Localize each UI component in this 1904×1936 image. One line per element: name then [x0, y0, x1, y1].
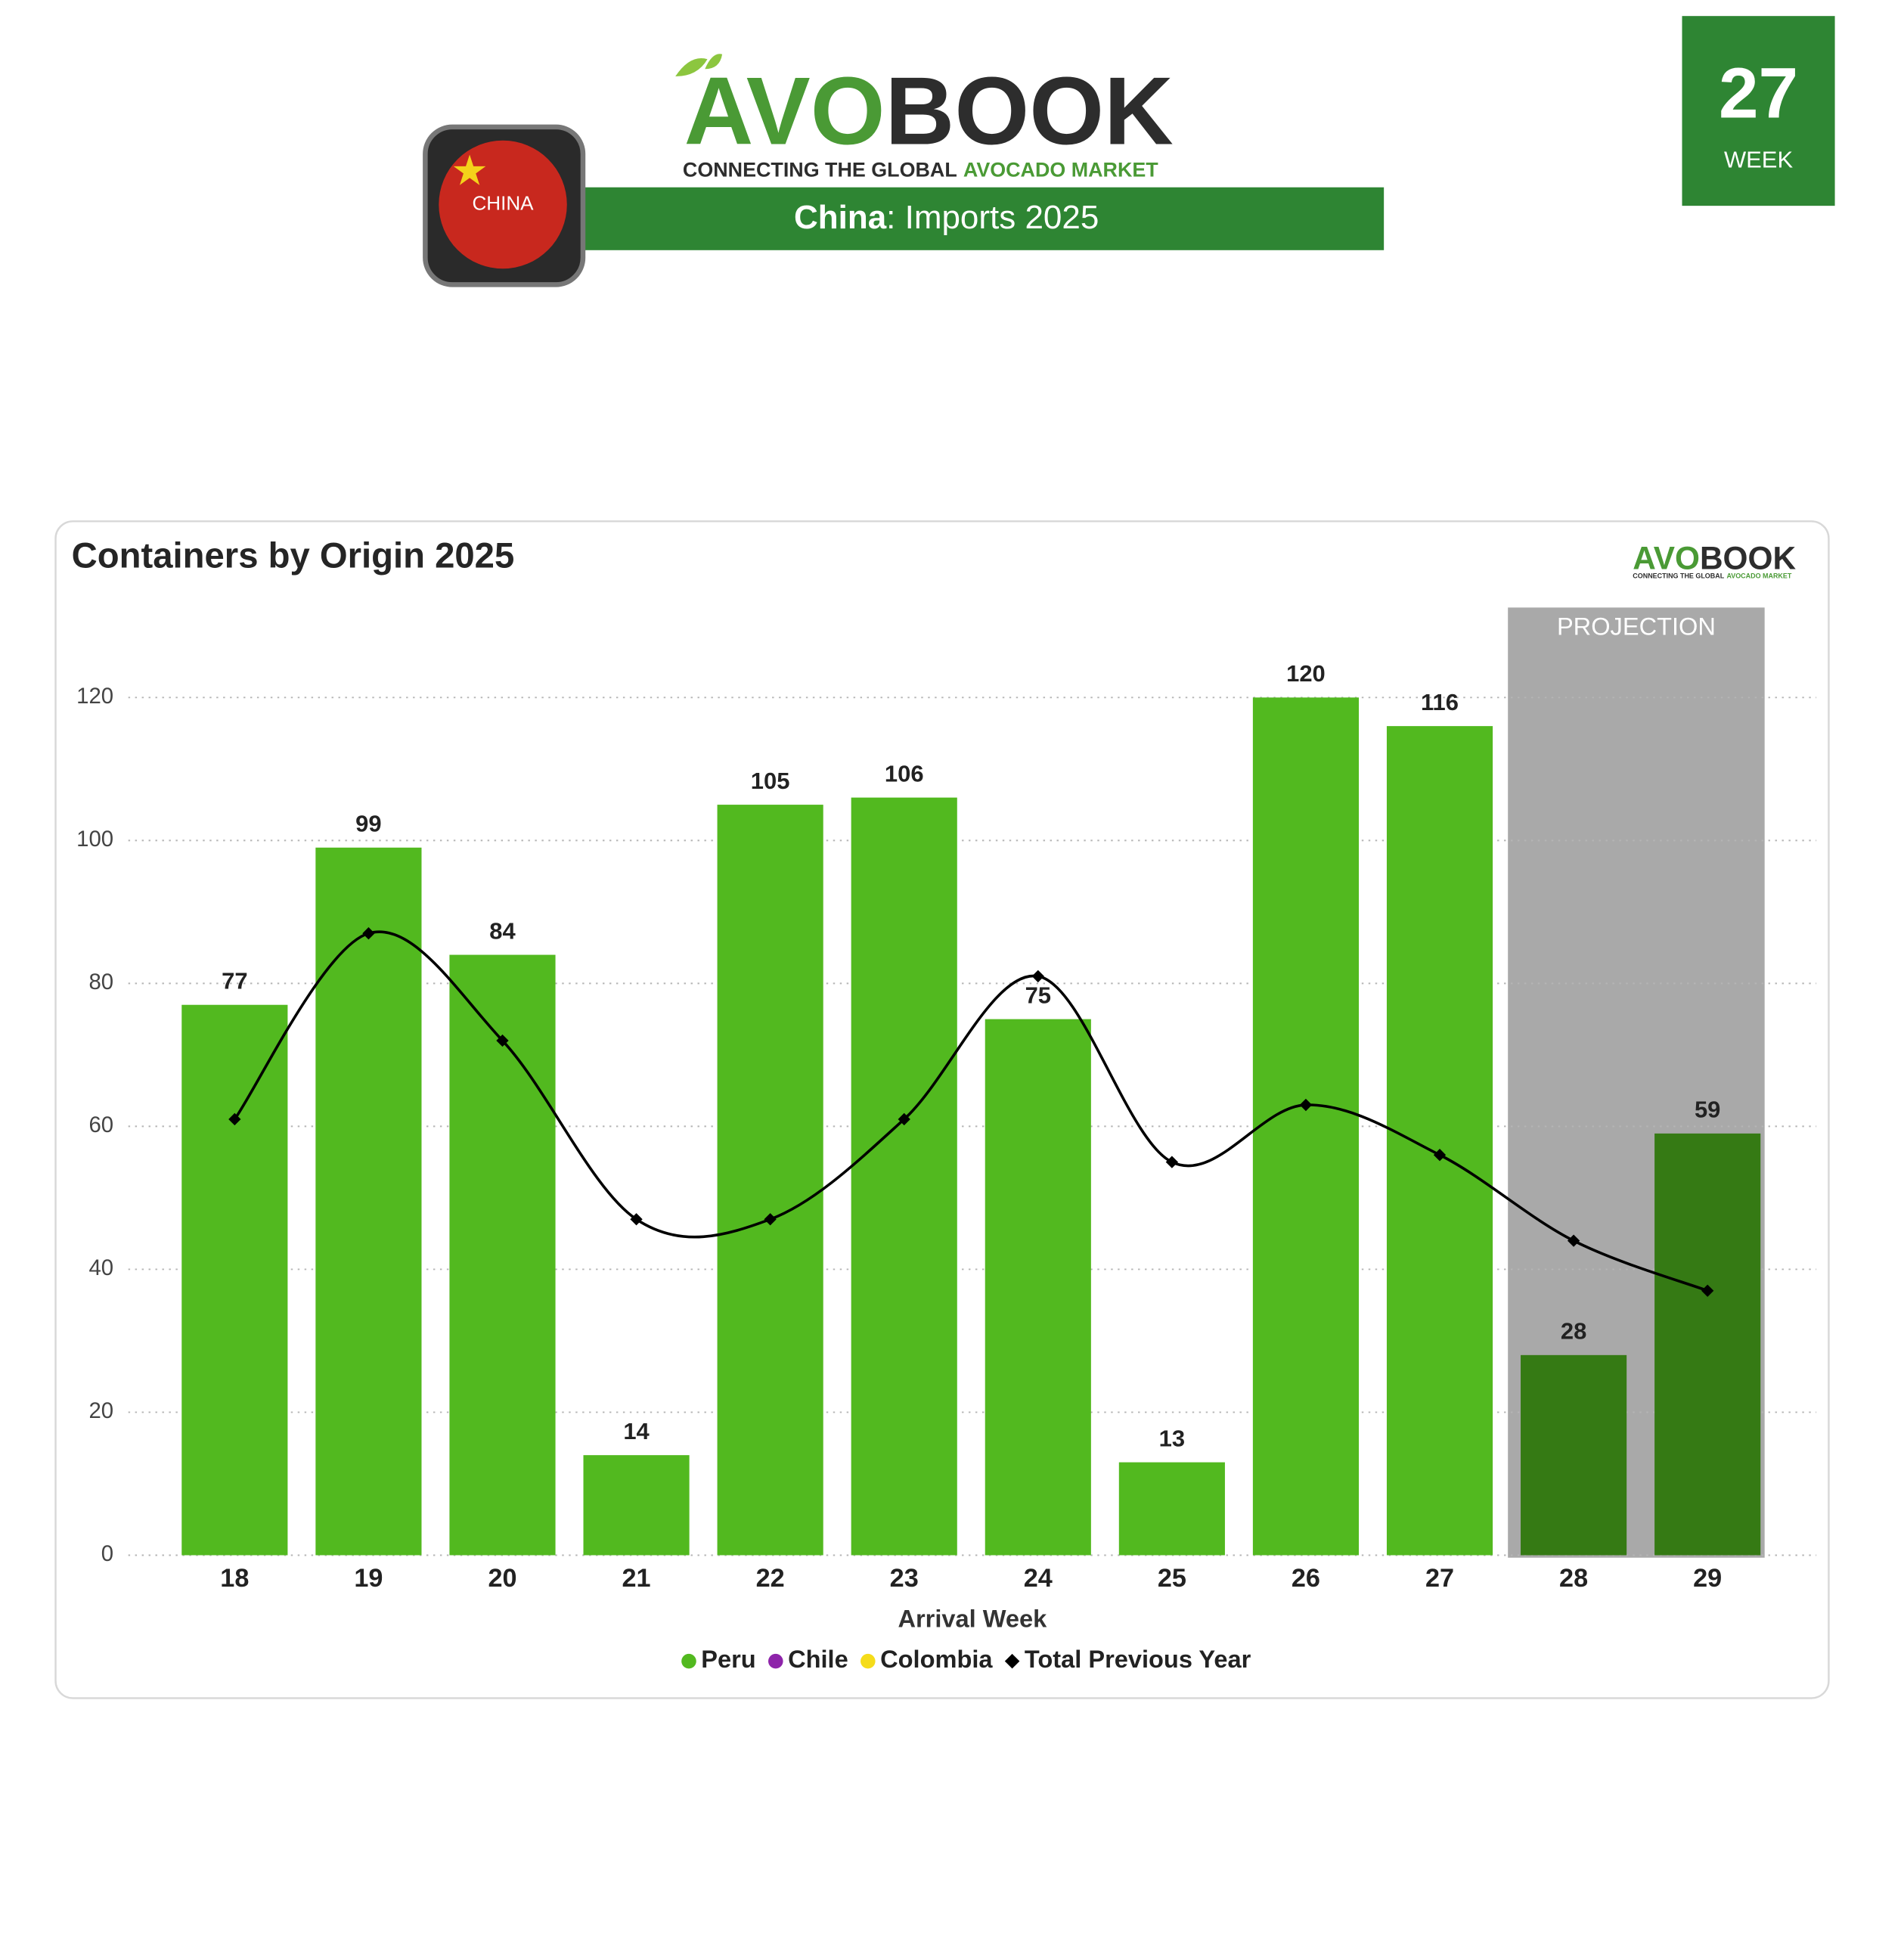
- legend-label: Colombia: [880, 1645, 993, 1673]
- x-tick-label: 26: [1292, 1564, 1320, 1593]
- y-tick-label: 120: [76, 684, 113, 709]
- legend-marker: [861, 1653, 876, 1669]
- bar: [1386, 726, 1493, 1556]
- projection-label: PROJECTION: [1557, 613, 1716, 641]
- bar: [717, 805, 823, 1556]
- data-label: 14: [623, 1418, 650, 1444]
- small-tagline: CONNECTING THE GLOBAL AVOCADO MARKET: [1633, 572, 1792, 580]
- y-tick-label: 80: [88, 970, 113, 994]
- x-tick-label: 19: [354, 1564, 383, 1593]
- line-marker: [1165, 1156, 1179, 1168]
- leaf-icon: [705, 54, 723, 70]
- data-label: 28: [1561, 1318, 1586, 1345]
- title-band: [505, 187, 1385, 250]
- y-tick-label: 40: [88, 1255, 113, 1280]
- bar: [315, 847, 422, 1556]
- y-tick-label: 0: [101, 1541, 113, 1566]
- bar: [1521, 1354, 1627, 1556]
- bar: [583, 1455, 690, 1556]
- x-tick-label: 28: [1559, 1564, 1588, 1593]
- bar: [1252, 697, 1360, 1556]
- x-tick-label: 23: [890, 1564, 919, 1593]
- page-title: China: Imports 2025: [794, 199, 1099, 236]
- header: AVOBOOK CONNECTING THE GLOBAL AVOCADO MAR…: [423, 16, 1835, 287]
- data-label: 84: [489, 917, 516, 944]
- data-label: 116: [1421, 689, 1459, 715]
- x-tick-label: 21: [622, 1564, 651, 1593]
- x-tick-label: 22: [756, 1564, 785, 1593]
- bar: [851, 797, 957, 1556]
- x-tick-label: 24: [1024, 1564, 1053, 1593]
- x-tick-label: 29: [1693, 1564, 1722, 1593]
- line-marker: [362, 927, 375, 940]
- legend-label: Total Previous Year: [1025, 1645, 1251, 1673]
- bar: [181, 1004, 288, 1556]
- line-marker: [228, 1112, 241, 1126]
- data-label: 120: [1286, 660, 1326, 687]
- legend-marker: [681, 1653, 696, 1669]
- data-label: 59: [1695, 1097, 1720, 1123]
- leaf-icon: [675, 58, 708, 77]
- bar: [1118, 1462, 1225, 1556]
- legend-label: Chile: [788, 1645, 848, 1673]
- line-marker: [1701, 1284, 1714, 1297]
- line-marker: [764, 1213, 777, 1226]
- country-badge: CHINA: [472, 191, 534, 214]
- data-label: 106: [885, 760, 924, 786]
- logo: AVOBOOK: [684, 57, 1174, 164]
- y-tick-label: 60: [88, 1112, 113, 1137]
- bar: [985, 1019, 1091, 1556]
- data-label: 99: [355, 811, 381, 837]
- line-marker: [1567, 1234, 1580, 1247]
- y-tick-label: 20: [88, 1398, 113, 1423]
- bar: [1654, 1133, 1761, 1556]
- y-tick-label: 100: [76, 827, 113, 852]
- x-tick-label: 18: [220, 1564, 249, 1593]
- data-label: 77: [222, 968, 247, 994]
- chart-title: Containers by Origin 2025: [72, 536, 515, 576]
- tagline: CONNECTING THE GLOBAL AVOCADO MARKET: [683, 159, 1158, 182]
- flag-star: ★: [451, 147, 488, 194]
- x-tick-label: 27: [1425, 1564, 1454, 1593]
- data-label: 105: [751, 768, 790, 794]
- line-marker: [1433, 1149, 1447, 1162]
- week-box: [1682, 16, 1835, 206]
- flag: [439, 140, 567, 269]
- bar: [449, 954, 556, 1556]
- legend-label: Peru: [701, 1645, 755, 1673]
- line-marker: [898, 1112, 910, 1126]
- data-label: 75: [1025, 982, 1051, 1008]
- small-logo: AVOBOOK: [1633, 541, 1796, 576]
- week-label: WEEK: [1724, 147, 1794, 173]
- data-label: 13: [1159, 1425, 1185, 1451]
- x-tick-label: 25: [1158, 1564, 1186, 1593]
- x-axis-label: Arrival Week: [898, 1604, 1047, 1632]
- line-marker: [1031, 970, 1044, 983]
- x-tick-label: 20: [488, 1564, 516, 1593]
- line-marker: [630, 1213, 643, 1226]
- line-marker: [496, 1034, 509, 1047]
- week-number: 27: [1719, 53, 1798, 133]
- line-marker: [1299, 1098, 1313, 1112]
- legend-marker: [768, 1653, 783, 1669]
